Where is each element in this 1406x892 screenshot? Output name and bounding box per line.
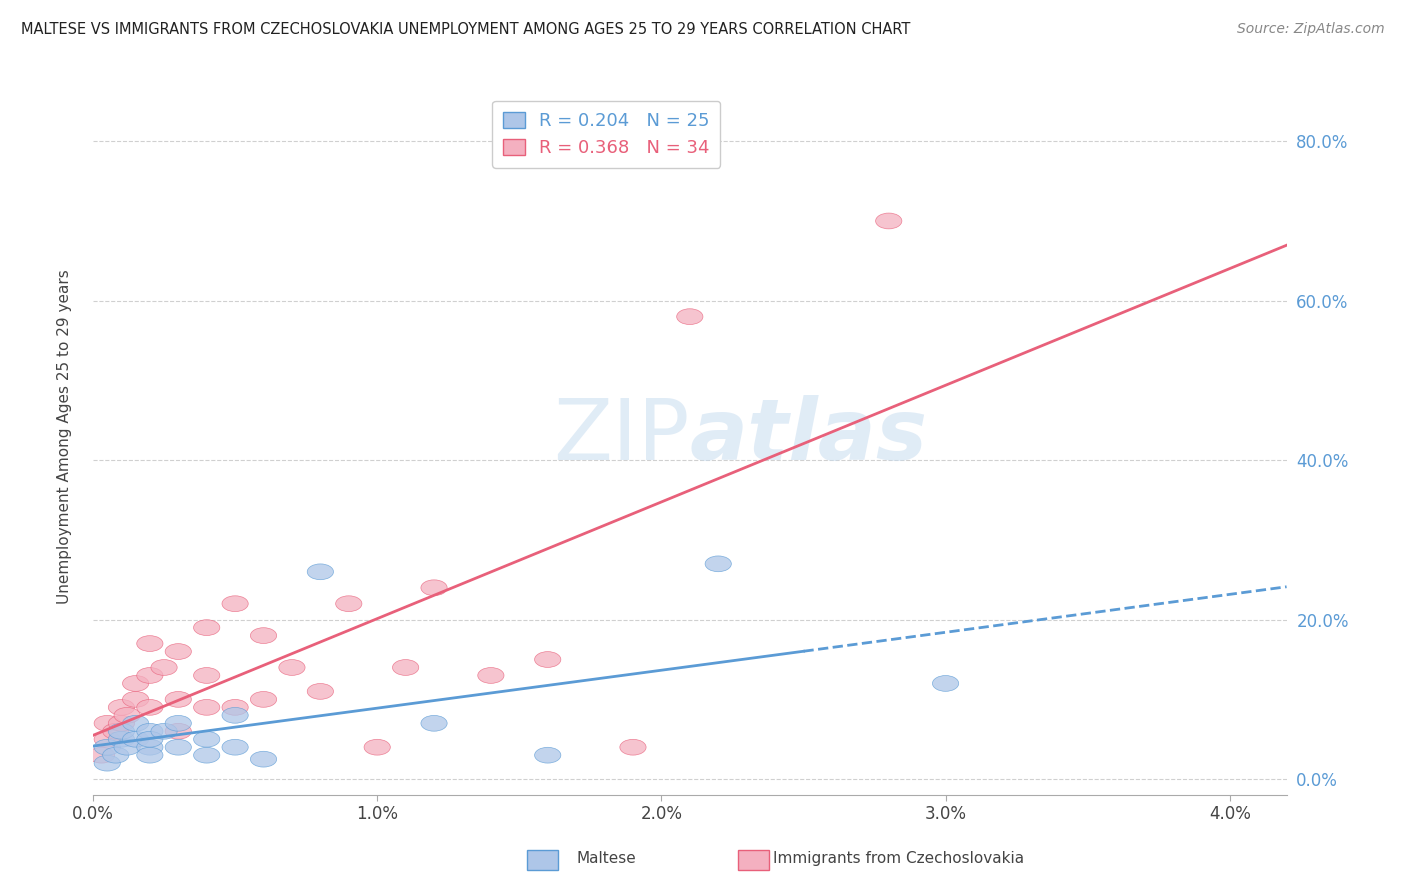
Ellipse shape: [122, 715, 149, 731]
Ellipse shape: [122, 691, 149, 707]
Ellipse shape: [114, 707, 141, 723]
Ellipse shape: [94, 756, 121, 771]
Ellipse shape: [250, 751, 277, 767]
Ellipse shape: [420, 580, 447, 596]
Ellipse shape: [103, 723, 129, 739]
Ellipse shape: [676, 309, 703, 325]
Ellipse shape: [136, 731, 163, 747]
Ellipse shape: [108, 699, 135, 715]
Ellipse shape: [704, 556, 731, 572]
Ellipse shape: [136, 636, 163, 651]
Ellipse shape: [94, 715, 121, 731]
Ellipse shape: [165, 715, 191, 731]
Ellipse shape: [534, 652, 561, 667]
Ellipse shape: [222, 739, 249, 756]
Ellipse shape: [165, 644, 191, 659]
Ellipse shape: [194, 731, 219, 747]
Ellipse shape: [222, 707, 249, 723]
Ellipse shape: [222, 596, 249, 612]
Y-axis label: Unemployment Among Ages 25 to 29 years: Unemployment Among Ages 25 to 29 years: [58, 268, 72, 604]
Ellipse shape: [165, 723, 191, 739]
Text: Maltese: Maltese: [576, 851, 636, 865]
Ellipse shape: [108, 723, 135, 739]
Ellipse shape: [420, 715, 447, 731]
Ellipse shape: [194, 620, 219, 635]
Ellipse shape: [89, 747, 115, 763]
Ellipse shape: [308, 564, 333, 580]
Ellipse shape: [103, 747, 129, 763]
Ellipse shape: [478, 667, 503, 683]
Ellipse shape: [194, 747, 219, 763]
Ellipse shape: [876, 213, 901, 229]
Ellipse shape: [250, 628, 277, 643]
Ellipse shape: [136, 739, 163, 756]
Ellipse shape: [108, 715, 135, 731]
Ellipse shape: [150, 659, 177, 675]
Ellipse shape: [114, 739, 141, 756]
Ellipse shape: [165, 739, 191, 756]
Ellipse shape: [94, 739, 121, 756]
Ellipse shape: [122, 675, 149, 691]
Ellipse shape: [336, 596, 361, 612]
Ellipse shape: [94, 731, 121, 747]
Ellipse shape: [222, 699, 249, 715]
Ellipse shape: [194, 667, 219, 683]
Ellipse shape: [136, 667, 163, 683]
Text: Immigrants from Czechoslovakia: Immigrants from Czechoslovakia: [773, 851, 1025, 865]
Ellipse shape: [165, 691, 191, 707]
Ellipse shape: [364, 739, 391, 756]
Ellipse shape: [308, 683, 333, 699]
Text: Source: ZipAtlas.com: Source: ZipAtlas.com: [1237, 22, 1385, 37]
Ellipse shape: [136, 723, 163, 739]
Ellipse shape: [392, 659, 419, 675]
Ellipse shape: [108, 731, 135, 747]
Ellipse shape: [278, 659, 305, 675]
Ellipse shape: [932, 675, 959, 691]
Ellipse shape: [194, 699, 219, 715]
Ellipse shape: [250, 691, 277, 707]
Ellipse shape: [136, 699, 163, 715]
Ellipse shape: [620, 739, 647, 756]
Text: ZIP: ZIP: [554, 395, 690, 478]
Ellipse shape: [534, 747, 561, 763]
Ellipse shape: [136, 747, 163, 763]
Text: atlas: atlas: [690, 395, 928, 478]
Legend: R = 0.204   N = 25, R = 0.368   N = 34: R = 0.204 N = 25, R = 0.368 N = 34: [492, 101, 720, 168]
Ellipse shape: [122, 731, 149, 747]
Text: MALTESE VS IMMIGRANTS FROM CZECHOSLOVAKIA UNEMPLOYMENT AMONG AGES 25 TO 29 YEARS: MALTESE VS IMMIGRANTS FROM CZECHOSLOVAKI…: [21, 22, 911, 37]
Ellipse shape: [150, 723, 177, 739]
